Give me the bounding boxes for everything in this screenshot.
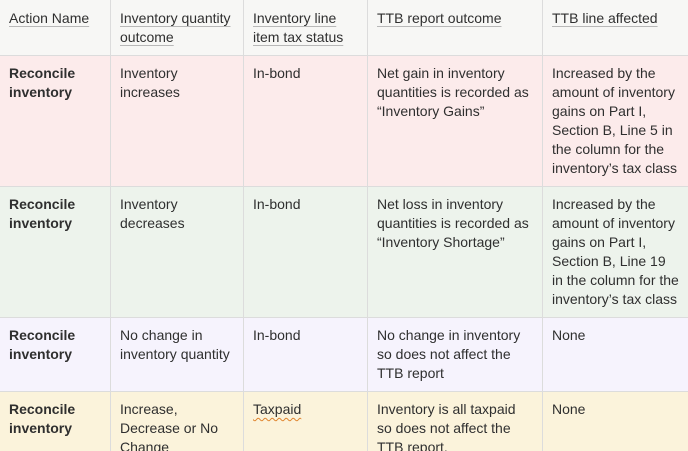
header-action-name[interactable]: Action Name [0, 0, 111, 56]
cell-ttb-outcome[interactable]: Net loss in inventory quantities is reco… [367, 186, 543, 318]
cell-quantity-outcome[interactable]: Inventory decreases [110, 186, 244, 318]
header-label: TTB line affected [552, 10, 658, 26]
table-row: Reconcile inventory Increase, Decrease o… [0, 391, 688, 451]
header-row: Action Name Inventory quantity outcome I… [0, 0, 688, 56]
cell-action-name[interactable]: Reconcile inventory [0, 186, 111, 318]
cell-tax-status[interactable]: In-bond [243, 186, 368, 318]
cell-ttb-outcome[interactable]: No change in inventory so does not affec… [367, 317, 543, 392]
cell-quantity-outcome[interactable]: Increase, Decrease or No Change [110, 391, 244, 451]
header-inventory-quantity-outcome[interactable]: Inventory quantity outcome [110, 0, 244, 56]
header-ttb-report-outcome[interactable]: TTB report outcome [367, 0, 543, 56]
header-label: TTB report outcome [377, 10, 502, 26]
spellcheck-underlined-text: Taxpaid [253, 401, 302, 417]
cell-ttb-line[interactable]: Increased by the amount of inventory gai… [542, 55, 688, 187]
cell-action-name[interactable]: Reconcile inventory [0, 317, 111, 392]
header-inventory-line-item-tax-status[interactable]: Inventory line item tax status [243, 0, 368, 56]
cell-ttb-outcome[interactable]: Net gain in inventory quantities is reco… [367, 55, 543, 187]
cell-ttb-outcome[interactable]: Inventory is all taxpaid so does not aff… [367, 391, 543, 451]
cell-tax-status[interactable]: Taxpaid [243, 391, 368, 451]
header-label: Action Name [9, 10, 90, 26]
cell-ttb-line[interactable]: None [542, 317, 688, 392]
cell-tax-status[interactable]: In-bond [243, 55, 368, 187]
table-row: Reconcile inventory Inventory decreases … [0, 186, 688, 318]
table-row: Reconcile inventory Inventory increases … [0, 55, 688, 187]
cell-ttb-line[interactable]: Increased by the amount of inventory gai… [542, 186, 688, 318]
cell-tax-status[interactable]: In-bond [243, 317, 368, 392]
table-row: Reconcile inventory No change in invento… [0, 317, 688, 392]
cell-ttb-line[interactable]: None [542, 391, 688, 451]
header-ttb-line-affected[interactable]: TTB line affected [542, 0, 688, 56]
header-label: Inventory quantity outcome [120, 10, 231, 45]
cell-action-name[interactable]: Reconcile inventory [0, 391, 111, 451]
ttb-outcome-text: Inventory is all taxpaid so does not aff… [377, 401, 516, 451]
header-label: Inventory line item tax status [253, 10, 344, 45]
cell-action-name[interactable]: Reconcile inventory [0, 55, 111, 187]
cell-quantity-outcome[interactable]: No change in inventory quantity [110, 317, 244, 392]
cell-quantity-outcome[interactable]: Inventory increases [110, 55, 244, 187]
